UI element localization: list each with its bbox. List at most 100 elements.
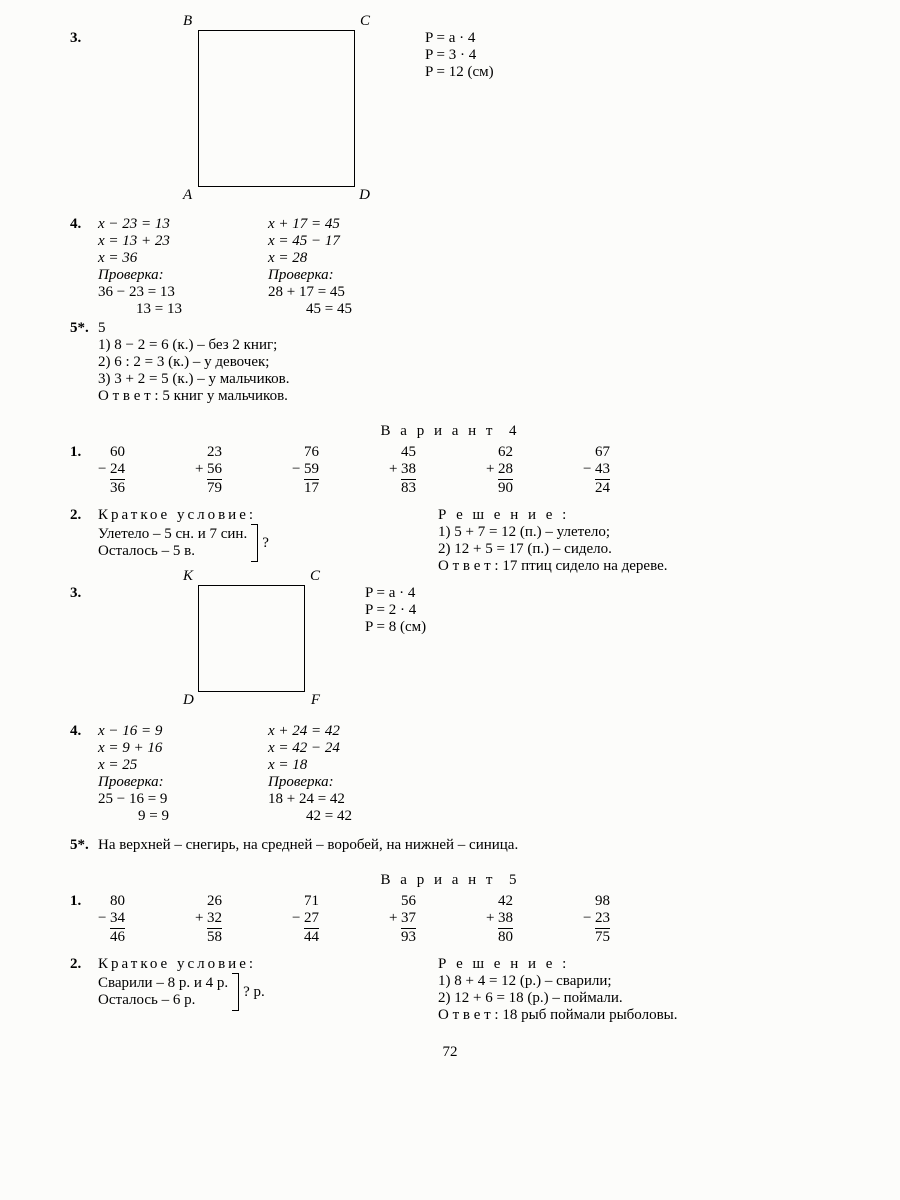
solution: Р е ш е н и е : 1) 5 + 7 = 12 (п.) – уле…	[438, 507, 668, 575]
check-line: 25 − 16 = 9	[98, 791, 268, 808]
calc-b: −27	[304, 910, 319, 929]
calc-a: 62	[498, 444, 513, 461]
calc-a: 98	[595, 893, 610, 910]
calc-r: 58	[207, 929, 222, 946]
eq-line: x = 42 − 24	[268, 740, 352, 757]
answer-label: О т в е т :	[438, 1007, 499, 1023]
eq-line: x = 9 + 16	[98, 740, 268, 757]
column-calc: 76−5917	[292, 444, 319, 497]
square-kcdf: K C D F	[198, 585, 305, 692]
eq-right: x + 17 = 45 x = 45 − 17 x = 28 Проверка:…	[268, 216, 352, 318]
calc-a: 56	[401, 893, 416, 910]
calc-r: 80	[498, 929, 513, 946]
eq-line: x − 23 = 13	[98, 216, 268, 233]
p5-line: 3) 3 + 2 = 5 (к.) – у мальчиков.	[98, 371, 830, 388]
column-calc: 62+2890	[486, 444, 513, 497]
eq-line: x = 25	[98, 757, 268, 774]
eq-left: x − 16 = 9 x = 9 + 16 x = 25 Проверка: 2…	[98, 723, 268, 825]
prob-num: 2.	[70, 507, 98, 524]
column-calc: 80−3446	[98, 893, 125, 946]
sol-title: Р е ш е н и е :	[438, 507, 569, 523]
cond-q: ? р.	[243, 984, 265, 1001]
condition: Краткое условие: Улетело – 5 сн. и 7 син…	[98, 507, 438, 562]
formula-line: P = 8 (см)	[365, 619, 426, 636]
prob-a-5: 5*. 5	[70, 320, 830, 337]
check-line: 18 + 24 = 42	[268, 791, 352, 808]
cond-line: Сварили – 8 р. и 4 р.	[98, 975, 228, 992]
calc-b: +38	[498, 910, 513, 929]
column-calc: 98−2375	[583, 893, 610, 946]
formula-line: P = a · 4	[365, 585, 426, 602]
v4-p5: 5*. На верхней – снегирь, на средней – в…	[70, 837, 830, 854]
vertex-K: K	[183, 568, 193, 585]
p5-line: 2) 6 : 2 = 3 (к.) – у девочек;	[98, 354, 830, 371]
p5-intro: 5	[98, 320, 106, 337]
eq-line: x = 36	[98, 250, 268, 267]
prob-num: 4.	[70, 723, 98, 740]
sol-line: 2) 12 + 5 = 17 (п.) – сидело.	[438, 541, 668, 558]
formula-line: P = 3 · 4	[425, 47, 494, 64]
calc-r: 44	[304, 929, 319, 946]
calc-r: 36	[110, 480, 125, 497]
column-calc: 60−2436	[98, 444, 125, 497]
calc-a: 71	[304, 893, 319, 910]
eq-line: x − 16 = 9	[98, 723, 268, 740]
answer-label: О т в е т :	[98, 388, 159, 404]
vertex-B: B	[183, 13, 192, 30]
sol-line: 2) 12 + 6 = 18 (р.) – поймали.	[438, 990, 677, 1007]
prob-num: 5*.	[70, 320, 98, 337]
calc-a: 26	[207, 893, 222, 910]
cond-line: Осталось – 5 в.	[98, 543, 247, 560]
p5-line: 1) 8 − 2 = 6 (к.) – без 2 книг;	[98, 337, 830, 354]
calc-a: 60	[110, 444, 125, 461]
calc-b: −23	[595, 910, 610, 929]
calc-b: +32	[207, 910, 222, 929]
formula-line: P = 2 · 4	[365, 602, 426, 619]
check-line: 9 = 9	[98, 808, 268, 825]
eq-line: x + 24 = 42	[268, 723, 352, 740]
prob-num: 2.	[70, 956, 98, 973]
calc-r: 90	[498, 480, 513, 497]
calc-b: −59	[304, 461, 319, 480]
v5-p1: 1. 80−344626+325871−274456+379342+388098…	[70, 893, 830, 946]
eq-line: x = 28	[268, 250, 352, 267]
prob-num: 1.	[70, 444, 98, 461]
p5-text: На верхней – снегирь, на средней – вороб…	[98, 837, 518, 854]
perimeter-formulas: P = a · 4 P = 2 · 4 P = 8 (см)	[365, 585, 426, 636]
answer-label: О т в е т :	[438, 558, 499, 574]
eq-line: x = 18	[268, 757, 352, 774]
column-calc: 67−4324	[583, 444, 610, 497]
check-line: 45 = 45	[268, 301, 352, 318]
calc-a: 80	[110, 893, 125, 910]
v4-p3: 3. K C D F P = a · 4 P = 2 · 4 P = 8 (см…	[70, 585, 830, 697]
calc-r: 46	[110, 929, 125, 946]
sol-line: 1) 8 + 4 = 12 (р.) – сварили;	[438, 973, 677, 990]
column-calc: 26+3258	[195, 893, 222, 946]
calc-r: 24	[595, 480, 610, 497]
check-line: 36 − 23 = 13	[98, 284, 268, 301]
calc-sign: +	[195, 910, 203, 927]
column-calc: 45+3883	[389, 444, 416, 497]
check-title: Проверка:	[98, 267, 268, 284]
calc-b: +56	[207, 461, 222, 480]
calc-sign: +	[486, 461, 494, 478]
check-title: Проверка:	[268, 267, 352, 284]
cond-title: Краткое условие:	[98, 956, 256, 972]
calc-a: 45	[401, 444, 416, 461]
column-calc: 71−2744	[292, 893, 319, 946]
prob-num: 1.	[70, 893, 98, 910]
prob-num: 3.	[70, 585, 98, 602]
answer-text: 17 птиц сидело на дереве.	[502, 558, 667, 574]
calc-b: +37	[401, 910, 416, 929]
calc-b: +28	[498, 461, 513, 480]
calc-sign: +	[389, 910, 397, 927]
v5-p2: 2. Краткое условие: Сварили – 8 р. и 4 р…	[70, 956, 830, 1024]
eq-line: x = 45 − 17	[268, 233, 352, 250]
sol-title: Р е ш е н и е :	[438, 956, 569, 972]
answer-text: 18 рыб поймали рыболовы.	[502, 1007, 677, 1023]
square-abcd: B C A D	[198, 30, 355, 187]
calc-b: −24	[110, 461, 125, 480]
vertex-C: C	[360, 13, 370, 30]
calc-b: −43	[595, 461, 610, 480]
calc-r: 17	[304, 480, 319, 497]
